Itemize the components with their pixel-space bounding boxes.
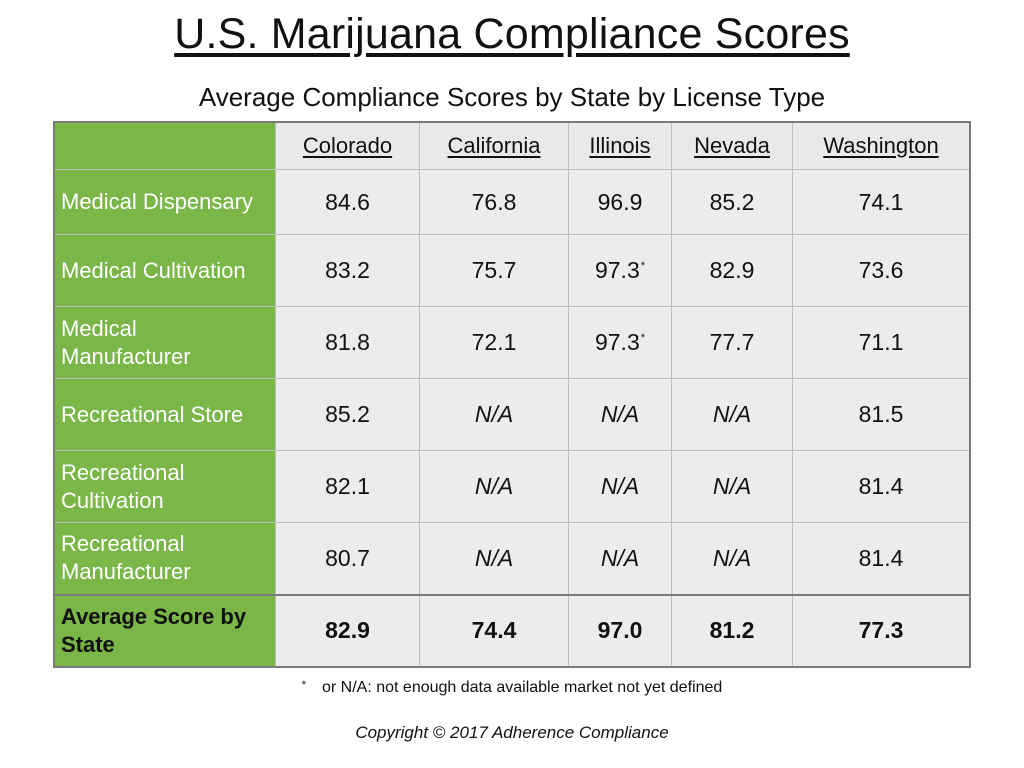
table-body: Medical Dispensary 84.6 76.8 96.9 85.2 74.1 Me… <box>53 169 971 667</box>
table-cell: 96.9 <box>568 169 672 235</box>
cell-value: 84.6 <box>325 188 370 215</box>
average-cell: 81.2 <box>671 593 793 667</box>
cell-value: 83.2 <box>325 257 370 283</box>
footnote-marker: * <box>301 679 306 691</box>
cell-value: N/A <box>712 544 752 571</box>
table-cell: 77.7 <box>671 306 793 379</box>
cell-value: 73.6 <box>858 257 904 283</box>
table-cell: N/A <box>568 522 672 595</box>
average-cell: 82.9 <box>275 593 420 667</box>
row-label: Recreational Manufacturer <box>53 522 276 595</box>
table-cell: 81.4 <box>792 450 971 523</box>
table-header-row: Colorado California Illinois Nevada Wash… <box>53 121 971 170</box>
cell-value: N/A <box>600 401 640 427</box>
row-label: Recreational Cultivation <box>53 450 276 523</box>
table-cell: 85.2 <box>671 169 793 235</box>
cell-value: 71.1 <box>858 329 904 355</box>
table-cell: 73.6 <box>792 234 971 307</box>
table-row: Recreational Cultivation 82.1 N/A N/A N/A 81.… <box>53 450 971 523</box>
table-cell: 80.7 <box>275 522 420 595</box>
table-cell: N/A <box>419 522 569 595</box>
page-subtitle: Average Compliance Scores by State by Li… <box>198 82 826 112</box>
cell-value: 82.1 <box>325 473 370 499</box>
row-label: Recreational Store <box>53 378 276 451</box>
table-cell: 71.1 <box>792 306 971 379</box>
cell-value: N/A <box>474 473 514 499</box>
column-header: California <box>419 121 569 170</box>
column-header: Washington <box>792 121 971 170</box>
cell-value: 81.5 <box>858 401 904 427</box>
table-cell: 84.6 <box>275 169 420 235</box>
cell-value: 97.3 <box>594 329 640 355</box>
row-label: Average Score by State <box>53 593 276 667</box>
table-row: Medical Manufacturer 81.8 72.1 97.3* 77.7 71.… <box>53 306 971 379</box>
average-cell: 74.4 <box>419 593 569 667</box>
average-cell: 77.3 <box>792 593 971 667</box>
cell-value: N/A <box>600 473 640 499</box>
cell-value: 75.7 <box>471 257 517 283</box>
corner-cell <box>53 121 276 170</box>
compliance-table: Colorado California Illinois Nevada Wash… <box>53 121 971 668</box>
table-cell: 85.2 <box>275 378 420 451</box>
table-cell: N/A <box>671 522 793 595</box>
average-cell: 97.0 <box>568 593 672 667</box>
cell-value: 96.9 <box>597 188 643 215</box>
cell-value: 77.7 <box>709 329 755 355</box>
table-cell: 75.7 <box>419 234 569 307</box>
column-header: Nevada <box>671 121 793 170</box>
table-cell: N/A <box>568 378 672 451</box>
cell-value: 76.8 <box>471 188 517 215</box>
table-cell: 81.8 <box>275 306 420 379</box>
table-row: Recreational Manufacturer 80.7 N/A N/A N/A 81… <box>53 522 971 595</box>
cell-value: N/A <box>712 401 752 427</box>
row-label: Medical Manufacturer <box>53 306 276 379</box>
table-cell: 74.1 <box>792 169 971 235</box>
page-title: U.S. Marijuana Compliance Scores <box>174 10 850 58</box>
cell-value: N/A <box>712 473 752 499</box>
footnote-text: or N/A: not enough data available market… <box>322 679 723 696</box>
table-row: Recreational Store 85.2 N/A N/A N/A 81.5 <box>53 378 971 451</box>
average-row: Average Score by State 82.9 74.4 97.0 81.2 77… <box>53 593 971 667</box>
cell-value: 97.3 <box>594 257 640 283</box>
table-row: Medical Cultivation 83.2 75.7 97.3* 82.9 73.6 <box>53 234 971 307</box>
cell-value: N/A <box>474 544 514 571</box>
table-cell: 81.4 <box>792 522 971 595</box>
column-header: Colorado <box>275 121 420 170</box>
table-cell: N/A <box>419 378 569 451</box>
column-header: Illinois <box>568 121 672 170</box>
table-cell: 97.3* <box>568 306 672 379</box>
cell-value: 81.8 <box>325 329 370 355</box>
table-cell: N/A <box>419 450 569 523</box>
table-cell: 82.1 <box>275 450 420 523</box>
table-cell: 97.3* <box>568 234 672 307</box>
cell-value: 85.2 <box>325 401 370 427</box>
table-cell: 76.8 <box>419 169 569 235</box>
cell-value: 80.7 <box>325 544 370 571</box>
cell-value: N/A <box>600 544 640 571</box>
footnote: * or N/A: not enough data available marke… <box>0 679 1024 697</box>
table-cell: 83.2 <box>275 234 420 307</box>
copyright-notice: Copyright © 2017 Adherence Compliance <box>355 723 669 742</box>
cell-value: 72.1 <box>471 329 517 355</box>
cell-value: 81.4 <box>858 544 904 571</box>
cell-value: 81.4 <box>858 473 904 499</box>
table-cell: 72.1 <box>419 306 569 379</box>
footnote-marker: * <box>640 260 646 272</box>
cell-value: N/A <box>474 401 514 427</box>
table-row: Medical Dispensary 84.6 76.8 96.9 85.2 74.1 <box>53 169 971 235</box>
cell-value: 85.2 <box>709 188 755 215</box>
row-label: Medical Cultivation <box>53 234 276 307</box>
table-cell: 82.9 <box>671 234 793 307</box>
table-cell: 81.5 <box>792 378 971 451</box>
table-cell: N/A <box>568 450 672 523</box>
footnote-marker: * <box>640 332 646 344</box>
cell-value: 74.1 <box>858 188 904 215</box>
table-cell: N/A <box>671 378 793 451</box>
row-label: Medical Dispensary <box>53 169 276 235</box>
table-cell: N/A <box>671 450 793 523</box>
cell-value: 82.9 <box>709 257 755 283</box>
